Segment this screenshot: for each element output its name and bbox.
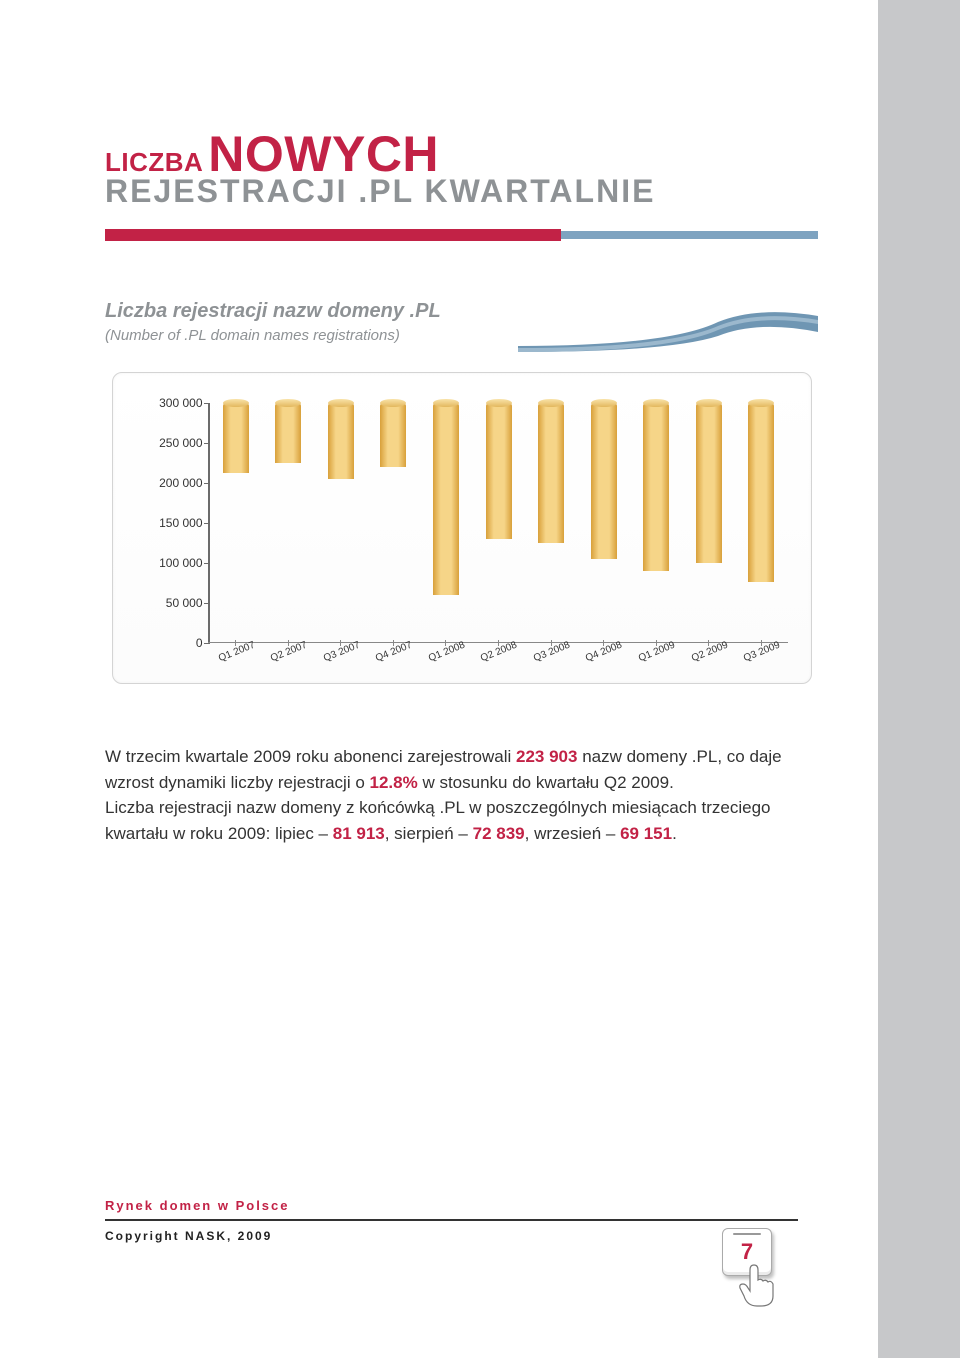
bar [486, 403, 512, 539]
divider-rules [105, 225, 818, 245]
x-axis-label: Q4 2008 [584, 640, 624, 665]
footer: Rynek domen w Polsce Copyright NASK, 200… [105, 1198, 798, 1243]
bar [748, 403, 774, 582]
y-axis-label: 50 000 [148, 596, 203, 610]
bar [433, 403, 459, 595]
chart-panel: 0 50 000 100 000 150 000 200 000 250 000 300 0… [112, 372, 812, 684]
highlight-value: 81 913 [333, 824, 385, 843]
bar [223, 403, 249, 473]
bar [643, 403, 669, 571]
y-axis-label: 150 000 [148, 516, 203, 530]
bar [328, 403, 354, 479]
highlight-value: 12.8% [370, 773, 418, 792]
title-line-2: REJESTRACJI .PL KWARTALNIE [105, 173, 818, 210]
x-axis-label: Q3 2009 [742, 640, 782, 665]
rule-blue [561, 231, 818, 239]
y-axis-label: 0 [148, 636, 203, 650]
bar [275, 403, 301, 463]
x-axis-label: Q2 2008 [479, 640, 519, 665]
page-title-block: LICZBA NOWYCH REJESTRACJI .PL KWARTALNIE [105, 125, 818, 210]
text: , sierpień – [385, 824, 473, 843]
x-axis-label: Q1 2008 [427, 640, 467, 665]
text: , wrzesień – [525, 824, 620, 843]
highlight-value: 69 151 [620, 824, 672, 843]
bar [591, 403, 617, 559]
footer-copyright: Copyright NASK, 2009 [105, 1229, 798, 1243]
x-axis-label: Q2 2007 [269, 640, 309, 665]
text: W trzecim kwartale 2009 roku abonenci za… [105, 747, 516, 766]
y-axis-label: 200 000 [148, 476, 203, 490]
x-axis-label: Q1 2007 [217, 640, 257, 665]
highlight-value: 72 839 [473, 824, 525, 843]
bar [380, 403, 406, 467]
bar [696, 403, 722, 563]
x-axis-label: Q1 2009 [637, 640, 677, 665]
x-axis-label: Q4 2007 [374, 640, 414, 665]
x-axis-label: Q3 2008 [532, 640, 572, 665]
x-axis-label: Q2 2009 [690, 640, 730, 665]
y-axis-label: 300 000 [148, 396, 203, 410]
highlight-value: 223 903 [516, 747, 577, 766]
footer-title: Rynek domen w Polsce [105, 1198, 798, 1221]
right-sidebar [878, 0, 960, 1358]
y-axis-label: 100 000 [148, 556, 203, 570]
y-axis-label: 250 000 [148, 436, 203, 450]
rule-red [105, 229, 561, 241]
text: . [672, 824, 677, 843]
text: w stosunku do kwartału Q2 2009. [418, 773, 674, 792]
bar [538, 403, 564, 543]
body-paragraph: W trzecim kwartale 2009 roku abonenci za… [105, 744, 805, 846]
cursor-hand-icon [736, 1264, 778, 1310]
bar-chart: 050 000100 000150 000200 000250 000300 0… [148, 403, 788, 663]
page-content: LICZBA NOWYCH REJESTRACJI .PL KWARTALNIE… [0, 0, 878, 1358]
page-number-badge: 7 [708, 1228, 778, 1308]
x-axis-label: Q3 2007 [322, 640, 362, 665]
